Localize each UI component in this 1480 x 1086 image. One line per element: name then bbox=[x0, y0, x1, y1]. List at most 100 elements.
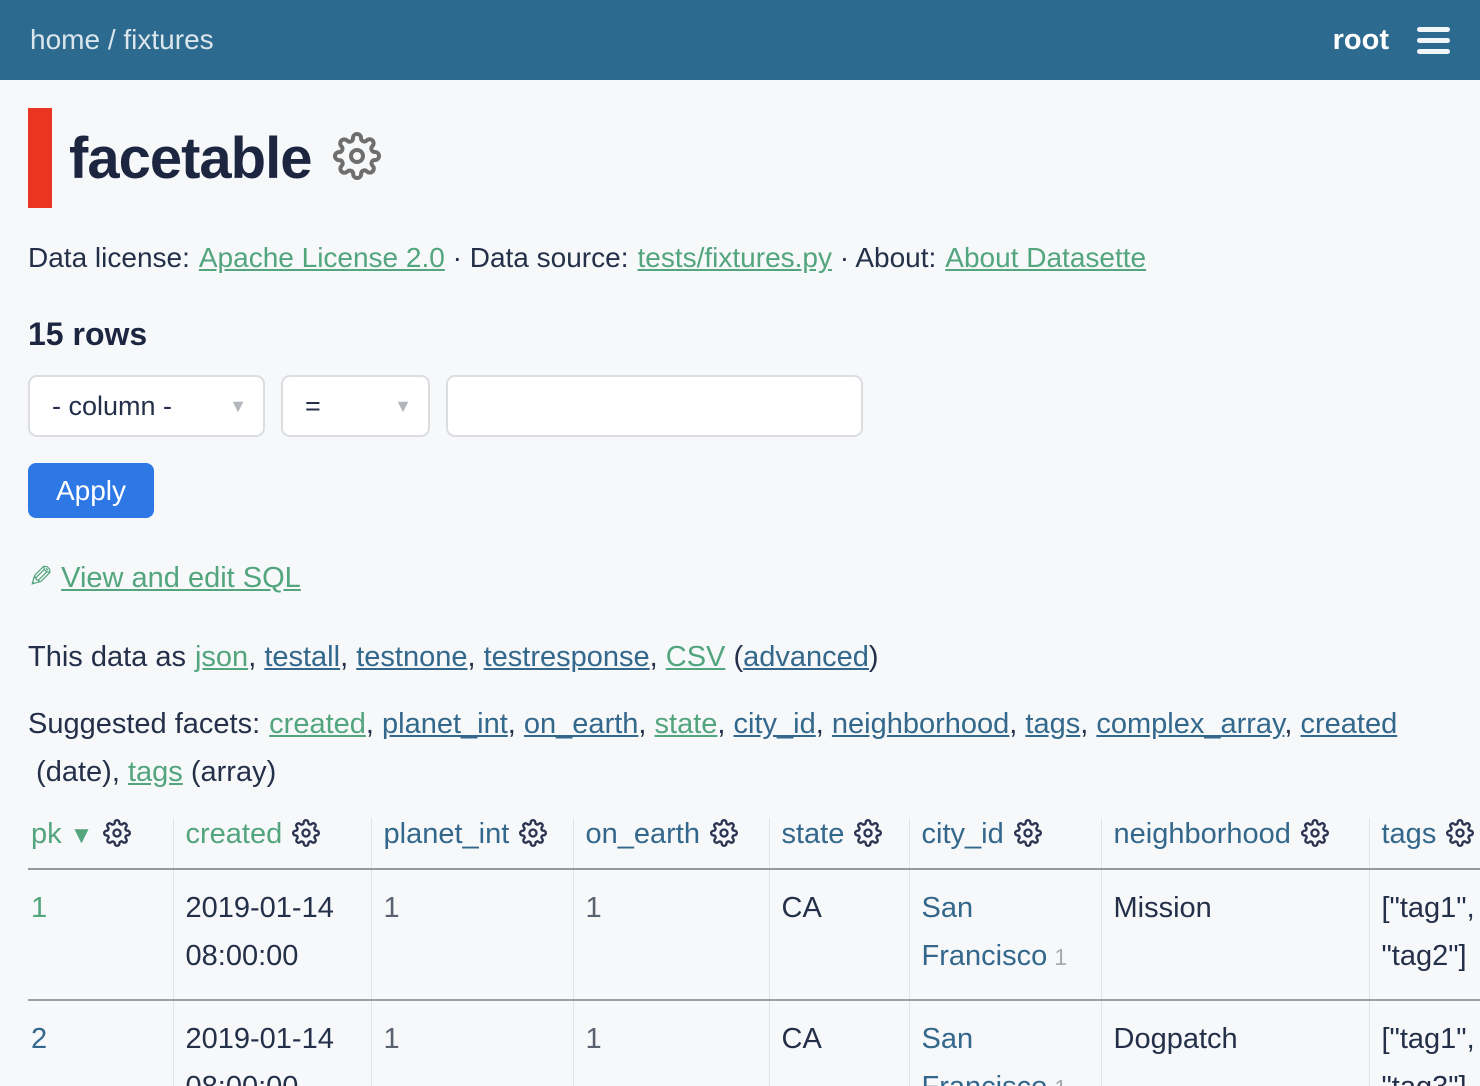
chevron-down-icon: ▼ bbox=[394, 395, 412, 416]
column-header-city-id: city_id bbox=[909, 818, 1102, 870]
facet-link-state[interactable]: state bbox=[654, 708, 718, 740]
chevron-down-icon: ▼ bbox=[229, 395, 247, 416]
column-header-created-link[interactable]: created bbox=[185, 818, 283, 850]
column-header-pk-link[interactable]: pk bbox=[31, 818, 62, 850]
top-navigation-bar: home / fixtures root bbox=[0, 0, 1480, 80]
cell-tags: ["tag1", "tag2"] bbox=[1369, 869, 1480, 1001]
facet-link-on-earth[interactable]: on_earth bbox=[523, 708, 639, 740]
facet-separator: , bbox=[365, 708, 383, 740]
column-header-state-link[interactable]: state bbox=[781, 818, 845, 850]
column-menu-gear-icon[interactable] bbox=[103, 822, 131, 854]
meta-separator: · bbox=[444, 242, 470, 273]
facet-link-created-date[interactable]: created bbox=[1300, 708, 1398, 740]
city-raw-id: 1 bbox=[1054, 944, 1067, 970]
export-separator: , bbox=[340, 641, 357, 673]
metadata-line: Data license: Apache License 2.0 · Data s… bbox=[28, 242, 1452, 274]
facet-separator: , bbox=[507, 708, 524, 740]
row-pk-link[interactable]: 2 bbox=[31, 1023, 48, 1055]
export-testresponse-link[interactable]: testresponse bbox=[483, 641, 650, 673]
export-separator: , bbox=[467, 641, 484, 673]
export-separator: , bbox=[248, 641, 265, 673]
column-menu-gear-icon[interactable] bbox=[1446, 822, 1474, 854]
view-edit-sql-label: View and edit SQL bbox=[61, 562, 301, 594]
filter-column-select[interactable]: - column - ▼ bbox=[28, 375, 265, 437]
facet-separator: , bbox=[717, 708, 734, 740]
export-csv-link[interactable]: CSV bbox=[665, 641, 726, 673]
data-source-link[interactable]: tests/fixtures.py bbox=[637, 242, 832, 273]
breadcrumb: home / fixtures bbox=[30, 24, 214, 56]
facet-link-neighborhood[interactable]: neighborhood bbox=[831, 708, 1010, 740]
main-content: facetable Data license: Apache License 2.… bbox=[0, 108, 1480, 1086]
table-row: 2 2019-01-14 08:00:00 1 1 CA San Francis… bbox=[28, 1000, 1480, 1086]
table-row: 1 2019-01-14 08:00:00 1 1 CA San Francis… bbox=[28, 869, 1480, 1001]
view-edit-sql-link[interactable]: ✎ View and edit SQL bbox=[28, 561, 301, 594]
cell-state: CA bbox=[769, 869, 910, 1001]
city-link[interactable]: San Francisco bbox=[921, 1023, 1048, 1086]
column-header-state: state bbox=[769, 818, 910, 870]
facet-link-tags[interactable]: tags bbox=[1025, 708, 1081, 740]
data-license-link[interactable]: Apache License 2.0 bbox=[198, 242, 445, 273]
cell-state: CA bbox=[769, 1000, 910, 1086]
table-settings-gear-icon[interactable] bbox=[333, 132, 381, 180]
column-header-planet-int: planet_int bbox=[371, 818, 574, 870]
sort-desc-icon: ▼ bbox=[69, 822, 94, 849]
cell-on-earth: 1 bbox=[573, 869, 770, 1001]
pencil-icon: ✎ bbox=[28, 561, 54, 594]
column-header-neighborhood-link[interactable]: neighborhood bbox=[1113, 818, 1291, 850]
breadcrumb-home-link[interactable]: home bbox=[30, 24, 101, 55]
city-link[interactable]: San Francisco bbox=[921, 892, 1048, 972]
column-header-planet-int-link[interactable]: planet_int bbox=[383, 818, 510, 850]
column-menu-gear-icon[interactable] bbox=[854, 822, 882, 854]
column-header-neighborhood: neighborhood bbox=[1101, 818, 1370, 870]
breadcrumb-fixtures-link[interactable]: fixtures bbox=[123, 24, 214, 55]
filter-operator-select[interactable]: = ▼ bbox=[281, 375, 430, 437]
column-header-on-earth: on_earth bbox=[573, 818, 770, 870]
facet-suffix: (date) bbox=[28, 756, 112, 788]
export-testall-link[interactable]: testall bbox=[264, 641, 341, 673]
column-header-created: created bbox=[173, 818, 372, 870]
apply-button[interactable]: Apply bbox=[28, 463, 154, 518]
export-separator: ( bbox=[725, 641, 744, 673]
column-menu-gear-icon[interactable] bbox=[292, 822, 320, 854]
about-label: About: bbox=[855, 242, 937, 273]
row-count-heading: 15 rows bbox=[28, 316, 148, 352]
facet-link-created[interactable]: created bbox=[269, 708, 366, 740]
user-menu-link[interactable]: root bbox=[1332, 23, 1389, 56]
facet-link-planet-int[interactable]: planet_int bbox=[382, 708, 508, 740]
results-table: pk ▼ created planet_int on_earth state ci… bbox=[28, 818, 1480, 1086]
facet-link-city-id[interactable]: city_id bbox=[733, 708, 816, 740]
column-header-tags-link[interactable]: tags bbox=[1381, 818, 1437, 850]
about-link[interactable]: About Datasette bbox=[945, 242, 1147, 273]
row-pk-link[interactable]: 1 bbox=[31, 892, 48, 924]
cell-pk: 2 bbox=[28, 1000, 174, 1086]
export-prefix: This data as bbox=[28, 641, 186, 673]
hamburger-menu-icon[interactable] bbox=[1417, 23, 1450, 58]
table-header-row: pk ▼ created planet_int on_earth state ci… bbox=[28, 818, 1480, 870]
cell-planet-int: 1 bbox=[371, 869, 574, 1001]
facets-prefix: Suggested facets: bbox=[28, 708, 261, 740]
column-menu-gear-icon[interactable] bbox=[1301, 822, 1329, 854]
city-raw-id: 1 bbox=[1054, 1075, 1067, 1086]
column-menu-gear-icon[interactable] bbox=[710, 822, 738, 854]
cell-on-earth: 1 bbox=[573, 1000, 770, 1086]
cell-planet-int: 1 bbox=[371, 1000, 574, 1086]
title-accent-bar bbox=[28, 108, 52, 208]
facet-link-tags-array[interactable]: tags bbox=[127, 756, 183, 788]
filter-value-input[interactable] bbox=[446, 375, 863, 437]
export-advanced-link[interactable]: advanced bbox=[743, 641, 869, 673]
column-header-on-earth-link[interactable]: on_earth bbox=[585, 818, 701, 850]
cell-pk: 1 bbox=[28, 869, 174, 1001]
column-header-city-id-link[interactable]: city_id bbox=[921, 818, 1004, 850]
facet-link-complex-array[interactable]: complex_array bbox=[1096, 708, 1285, 740]
export-testnone-link[interactable]: testnone bbox=[356, 641, 468, 673]
column-menu-gear-icon[interactable] bbox=[1014, 822, 1042, 854]
meta-separator: · bbox=[832, 242, 856, 273]
export-separator: ) bbox=[868, 641, 879, 673]
column-menu-gear-icon[interactable] bbox=[519, 822, 547, 854]
export-json-link[interactable]: json bbox=[194, 641, 249, 673]
filter-row: - column - ▼ = ▼ bbox=[28, 375, 1452, 437]
facet-separator: , bbox=[1284, 708, 1301, 740]
facet-suffix: (array) bbox=[182, 756, 277, 788]
cell-tags: ["tag1", "tag3"] bbox=[1369, 1000, 1480, 1086]
